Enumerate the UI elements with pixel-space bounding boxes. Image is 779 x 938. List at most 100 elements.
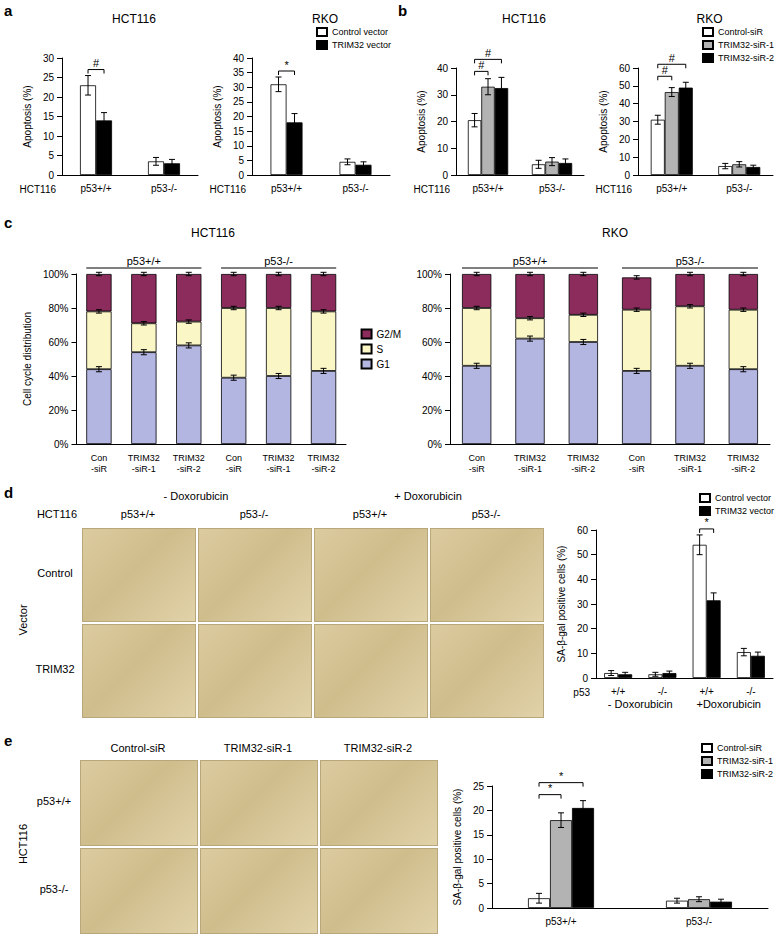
svg-text:-siR: -siR — [629, 464, 645, 474]
svg-text:TRIM32: TRIM32 — [567, 453, 599, 463]
svg-text:50: 50 — [619, 80, 631, 91]
svg-text:HCT116: HCT116 — [210, 184, 247, 195]
svg-text:30: 30 — [437, 89, 449, 100]
svg-text:20: 20 — [577, 623, 589, 634]
svg-text:Cell cycle distribution: Cell cycle distribution — [22, 312, 33, 406]
svg-text:*: * — [284, 59, 289, 71]
svg-text:#: # — [478, 59, 485, 71]
svg-text:30: 30 — [233, 82, 245, 93]
svg-text:20%: 20% — [422, 405, 442, 416]
svg-text:10: 10 — [233, 140, 245, 151]
svg-text:*: * — [559, 770, 564, 782]
svg-text:-siR: -siR — [469, 464, 485, 474]
svg-text:Apoptosis (%): Apoptosis (%) — [598, 90, 609, 152]
svg-text:20: 20 — [473, 805, 485, 816]
svg-text:10: 10 — [619, 152, 631, 163]
svg-text:-siR-2: -siR-2 — [731, 464, 755, 474]
svg-text:40%: 40% — [422, 371, 442, 382]
svg-text:S: S — [377, 344, 384, 355]
svg-text:20: 20 — [437, 116, 449, 127]
svg-text:60: 60 — [577, 525, 589, 536]
svg-text:+/+: +/+ — [699, 686, 714, 697]
svg-text:0: 0 — [478, 903, 484, 914]
svg-text:TRIM32: TRIM32 — [674, 453, 706, 463]
svg-text:p53-/-: p53-/- — [686, 916, 712, 927]
svg-text:-siR-2: -siR-2 — [177, 464, 201, 474]
svg-text:TRIM32-siR-2: TRIM32-siR-2 — [718, 53, 774, 63]
svg-text:p53-/-: p53-/- — [726, 183, 752, 194]
svg-text:TRIM32-siR-1: TRIM32-siR-1 — [717, 756, 773, 766]
svg-text:#: # — [669, 52, 676, 64]
svg-text:p53+/+: p53+/+ — [127, 255, 161, 267]
svg-text:p53-/-: p53-/- — [264, 255, 293, 267]
svg-text:20: 20 — [619, 134, 631, 145]
svg-text:0: 0 — [238, 170, 244, 181]
svg-text:40: 40 — [437, 63, 449, 74]
svg-text:p53-/-: p53-/- — [539, 183, 565, 194]
svg-text:-siR-2: -siR-2 — [571, 464, 595, 474]
svg-text:0%: 0% — [428, 439, 443, 450]
svg-text:HCT116: HCT116 — [596, 184, 633, 195]
svg-text:25: 25 — [233, 96, 245, 107]
svg-text:5: 5 — [48, 150, 54, 161]
svg-text:p53-/-: p53-/- — [342, 183, 368, 194]
svg-text:#: # — [662, 64, 669, 76]
svg-text:100%: 100% — [43, 269, 69, 280]
svg-text:15: 15 — [473, 829, 485, 840]
svg-text:40: 40 — [577, 574, 589, 585]
svg-text:100%: 100% — [416, 269, 442, 280]
svg-text:5: 5 — [238, 155, 244, 166]
svg-text:HCT116: HCT116 — [20, 184, 57, 195]
svg-text:60%: 60% — [422, 337, 442, 348]
svg-text:p53+/+: p53+/+ — [472, 183, 503, 194]
svg-text:Control vector: Control vector — [332, 27, 388, 37]
svg-text:0%: 0% — [54, 439, 69, 450]
svg-text:20%: 20% — [48, 405, 68, 416]
svg-text:TRIM32-siR-2: TRIM32-siR-2 — [717, 769, 773, 779]
svg-text:#: # — [485, 47, 492, 59]
svg-text:TRIM32: TRIM32 — [308, 453, 340, 463]
svg-text:10: 10 — [473, 854, 485, 865]
svg-text:-siR-1: -siR-1 — [518, 464, 542, 474]
svg-text:TRIM32 vector: TRIM32 vector — [332, 40, 391, 50]
svg-text:TRIM32: TRIM32 — [128, 453, 160, 463]
svg-text:40%: 40% — [48, 371, 68, 382]
svg-text:HCT116: HCT116 — [502, 12, 546, 26]
svg-text:15: 15 — [233, 126, 245, 137]
svg-text:Apoptosis (%): Apoptosis (%) — [212, 85, 223, 147]
svg-text:+/+: +/+ — [611, 686, 626, 697]
svg-text:p53+/+: p53+/+ — [271, 183, 302, 194]
svg-text:TRIM32: TRIM32 — [514, 453, 546, 463]
svg-text:80%: 80% — [422, 303, 442, 314]
svg-text:TRIM32: TRIM32 — [727, 453, 759, 463]
svg-text:20: 20 — [43, 92, 55, 103]
svg-text:*: * — [704, 516, 709, 528]
svg-text:TRIM32: TRIM32 — [173, 453, 205, 463]
svg-text:Con: Con — [225, 453, 242, 463]
svg-text:60%: 60% — [48, 337, 68, 348]
svg-text:10: 10 — [43, 131, 55, 142]
svg-text:-siR: -siR — [226, 464, 242, 474]
svg-text:40: 40 — [233, 53, 245, 64]
svg-text:30: 30 — [577, 599, 589, 610]
svg-text:HCT116: HCT116 — [112, 12, 156, 26]
svg-text:-siR-1: -siR-1 — [132, 464, 156, 474]
svg-text:p53: p53 — [573, 687, 590, 698]
svg-text:RKO: RKO — [696, 12, 722, 26]
svg-text:TRIM32: TRIM32 — [263, 453, 295, 463]
svg-text:-siR: -siR — [91, 464, 107, 474]
svg-text:G2/M: G2/M — [377, 329, 401, 340]
svg-text:TRIM32-siR-1: TRIM32-siR-1 — [718, 40, 774, 50]
svg-text:Con: Con — [628, 453, 645, 463]
svg-text:0: 0 — [48, 170, 54, 181]
svg-text:#: # — [93, 57, 100, 69]
svg-text:-siR-1: -siR-1 — [267, 464, 291, 474]
svg-text:SA-β-gal positive cells (%): SA-β-gal positive cells (%) — [556, 546, 567, 663]
svg-text:-siR-2: -siR-2 — [312, 464, 336, 474]
svg-text:TRIM32 vector: TRIM32 vector — [715, 506, 774, 516]
svg-text:p53-/-: p53-/- — [151, 183, 177, 194]
svg-text:HCT116: HCT116 — [191, 226, 235, 240]
svg-text:Apoptosis (%): Apoptosis (%) — [22, 85, 33, 147]
svg-text:HCT116: HCT116 — [414, 184, 451, 195]
svg-text:25: 25 — [473, 781, 485, 792]
